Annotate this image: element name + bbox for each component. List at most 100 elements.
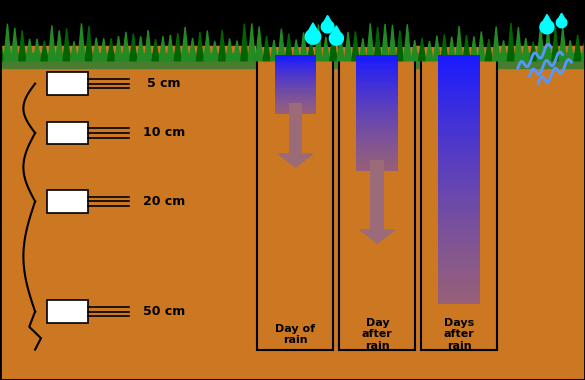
Bar [438,174,480,180]
Polygon shape [4,24,11,61]
Bar [438,160,480,165]
Polygon shape [0,35,4,61]
Polygon shape [552,28,559,61]
Polygon shape [540,20,554,34]
Bar [438,130,480,135]
Bar [274,111,316,112]
Bar [356,150,398,152]
Bar [274,67,316,68]
Bar [438,95,480,100]
Bar [274,61,316,62]
Bar [274,70,316,71]
Bar [356,87,398,90]
Polygon shape [204,30,211,61]
Bar [47,72,88,95]
Bar [356,122,398,125]
Bar [274,59,316,60]
Bar [438,259,480,264]
Bar [438,100,480,105]
Polygon shape [381,24,388,61]
Polygon shape [426,41,433,61]
Polygon shape [545,28,552,61]
Polygon shape [278,154,312,167]
Polygon shape [263,36,270,61]
Polygon shape [19,30,26,61]
Bar [438,274,480,279]
Polygon shape [345,32,352,61]
Bar [438,209,480,214]
Bar [356,108,398,111]
Bar [356,125,398,127]
Bar [438,150,480,155]
Bar [438,230,480,234]
Bar [274,83,316,85]
Text: 20 cm: 20 cm [143,195,185,208]
Polygon shape [389,25,396,61]
Polygon shape [321,21,334,33]
Bar [356,74,398,76]
Polygon shape [574,35,581,61]
Polygon shape [159,36,166,61]
Polygon shape [144,30,152,61]
Bar [274,102,316,103]
Polygon shape [448,36,455,61]
Bar [438,65,480,70]
Bar [356,116,398,118]
Bar [356,101,398,104]
Polygon shape [397,30,404,61]
Polygon shape [270,40,277,61]
Polygon shape [543,14,550,21]
Polygon shape [456,26,463,61]
Bar [274,68,316,69]
Bar [438,190,480,195]
Polygon shape [278,29,285,61]
Bar [356,67,398,69]
Bar [274,65,316,66]
Bar [257,46,333,350]
Bar [438,244,480,249]
Polygon shape [233,41,240,61]
Bar [356,90,398,92]
Bar [274,76,316,78]
Bar [438,279,480,284]
Polygon shape [305,29,321,44]
Polygon shape [226,38,233,61]
Bar [438,234,480,239]
Polygon shape [470,36,477,61]
Bar [274,87,316,88]
Bar [0,0,585,46]
Polygon shape [174,33,181,61]
Bar [438,254,480,259]
Polygon shape [485,39,492,61]
Polygon shape [493,27,500,61]
Polygon shape [241,24,248,61]
Polygon shape [404,24,411,61]
Polygon shape [197,32,204,61]
Bar [274,82,316,83]
Polygon shape [115,36,122,61]
Bar [274,85,316,86]
Bar [274,74,316,75]
Bar [438,80,480,85]
Bar [356,152,398,155]
Bar [274,75,316,76]
Bar [274,57,316,59]
Bar [438,110,480,115]
Polygon shape [433,36,441,61]
Polygon shape [108,38,115,61]
Bar [274,62,316,63]
Bar [274,55,316,56]
Bar [438,180,480,185]
Polygon shape [333,26,340,32]
Bar [421,46,497,350]
Bar [356,111,398,113]
Bar [356,136,398,139]
Bar [356,164,398,166]
Bar [438,200,480,204]
Bar [356,95,398,97]
Polygon shape [581,40,585,61]
Bar [438,115,480,120]
Polygon shape [359,38,366,61]
Bar [274,97,316,98]
Bar [274,95,316,97]
